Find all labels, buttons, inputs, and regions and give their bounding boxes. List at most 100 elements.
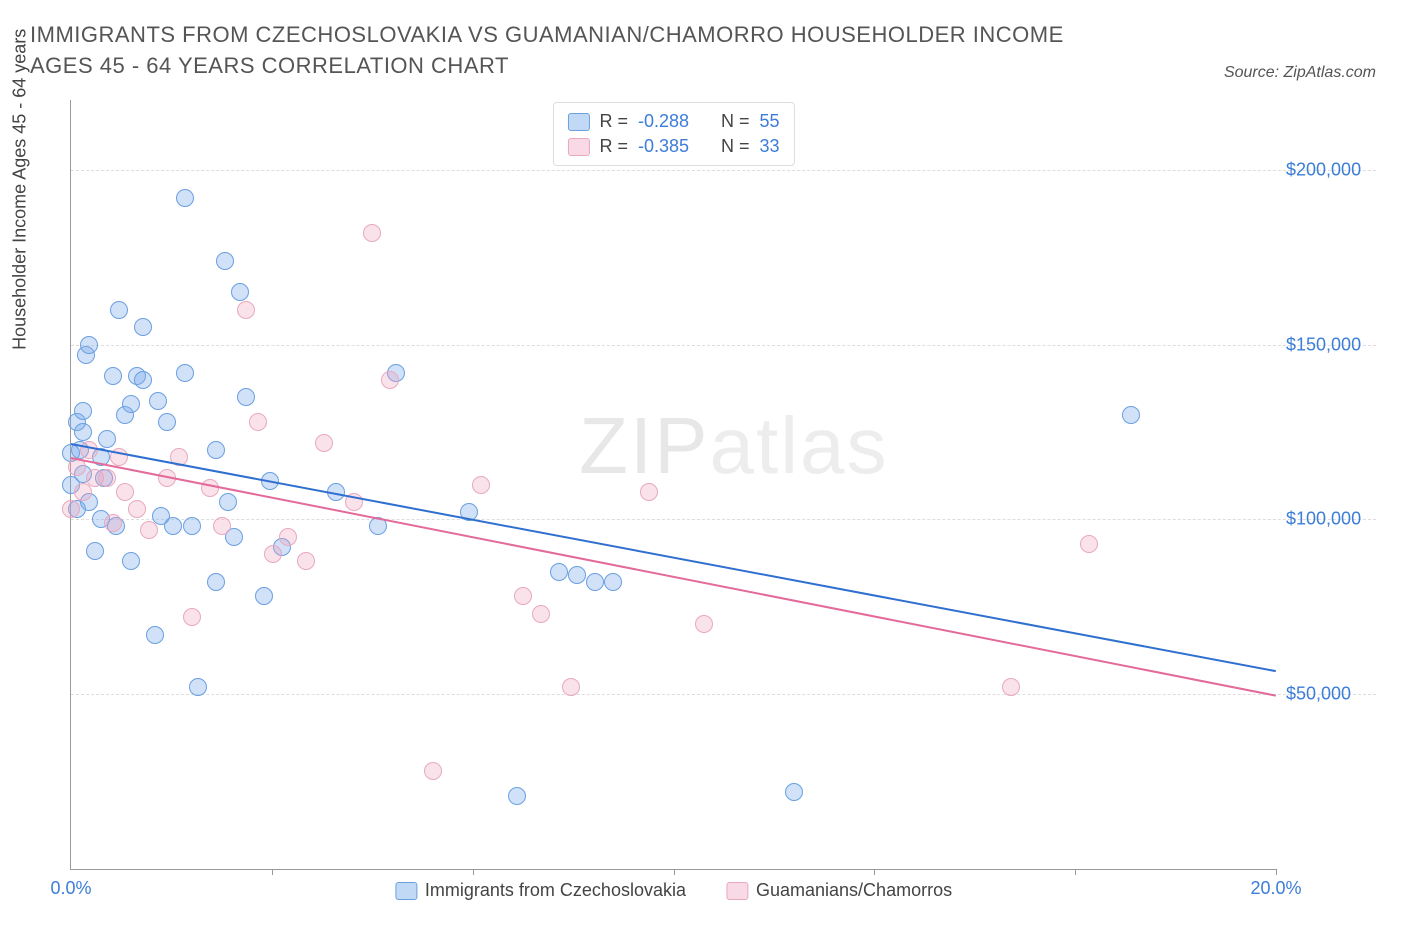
gridline-h xyxy=(71,694,1376,695)
gridline-h xyxy=(71,170,1376,171)
data-point xyxy=(255,587,273,605)
data-point xyxy=(134,371,152,389)
x-tick-mark xyxy=(874,869,875,875)
data-point xyxy=(207,573,225,591)
data-point xyxy=(140,521,158,539)
data-point xyxy=(695,615,713,633)
data-point xyxy=(381,371,399,389)
data-point xyxy=(1080,535,1098,553)
chart-title: IMMIGRANTS FROM CZECHOSLOVAKIA VS GUAMAN… xyxy=(30,20,1130,82)
data-point xyxy=(74,483,92,501)
data-point xyxy=(164,517,182,535)
data-point xyxy=(785,783,803,801)
legend-stat-row: R = -0.288N = 55 xyxy=(567,109,779,134)
data-point xyxy=(128,500,146,518)
gridline-h xyxy=(71,345,1376,346)
legend-stat-row: R = -0.385 N = 33 xyxy=(567,134,779,159)
r-label: R = xyxy=(599,111,628,132)
data-point xyxy=(508,787,526,805)
data-point xyxy=(424,762,442,780)
n-value: 33 xyxy=(760,136,780,157)
gridline-h xyxy=(71,519,1376,520)
r-value: -0.288 xyxy=(638,111,689,132)
r-label: R = xyxy=(599,136,628,157)
data-point xyxy=(74,402,92,420)
trend-line xyxy=(71,457,1276,697)
legend-series-item: Immigrants from Czechoslovakia xyxy=(395,880,686,901)
legend-series-item: Guamanians/Chamorros xyxy=(726,880,952,901)
data-point xyxy=(183,608,201,626)
watermark-part2: atlas xyxy=(709,401,888,490)
x-tick-mark xyxy=(272,869,273,875)
data-point xyxy=(86,542,104,560)
watermark: ZIPatlas xyxy=(579,400,888,492)
y-axis-label: Householder Income Ages 45 - 64 years xyxy=(10,29,31,350)
data-point xyxy=(176,189,194,207)
legend-swatch xyxy=(567,138,589,156)
data-point xyxy=(315,434,333,452)
data-point xyxy=(264,545,282,563)
data-point xyxy=(216,252,234,270)
data-point xyxy=(104,367,122,385)
data-point xyxy=(207,441,225,459)
n-label: N = xyxy=(721,136,750,157)
data-point xyxy=(550,563,568,581)
data-point xyxy=(219,493,237,511)
legend-swatch xyxy=(726,882,748,900)
data-point xyxy=(98,469,116,487)
data-point xyxy=(176,364,194,382)
data-point xyxy=(586,573,604,591)
data-point xyxy=(562,678,580,696)
data-point xyxy=(213,517,231,535)
source-attribution: Source: ZipAtlas.com xyxy=(1224,64,1376,82)
data-point xyxy=(201,479,219,497)
x-tick-mark xyxy=(1075,869,1076,875)
data-point xyxy=(189,678,207,696)
trend-line xyxy=(71,443,1276,672)
data-point xyxy=(80,336,98,354)
legend-swatch xyxy=(395,882,417,900)
data-point xyxy=(231,283,249,301)
data-point xyxy=(640,483,658,501)
source-name: ZipAtlas.com xyxy=(1284,64,1376,81)
x-tick-label: 0.0% xyxy=(50,878,91,899)
data-point xyxy=(568,566,586,584)
data-point xyxy=(604,573,622,591)
y-tick-label: $150,000 xyxy=(1286,334,1376,355)
watermark-part1: ZIP xyxy=(579,401,709,490)
data-point xyxy=(122,395,140,413)
x-tick-mark xyxy=(674,869,675,875)
data-point xyxy=(237,388,255,406)
data-point xyxy=(158,413,176,431)
data-point xyxy=(472,476,490,494)
data-point xyxy=(1002,678,1020,696)
legend-stats: R = -0.288N = 55R = -0.385 N = 33 xyxy=(552,102,794,166)
data-point xyxy=(62,500,80,518)
source-prefix: Source: xyxy=(1224,64,1284,81)
data-point xyxy=(297,552,315,570)
x-tick-mark xyxy=(1276,869,1277,875)
data-point xyxy=(279,528,297,546)
data-point xyxy=(134,318,152,336)
r-value: -0.385 xyxy=(638,136,689,157)
data-point xyxy=(98,430,116,448)
chart-header: IMMIGRANTS FROM CZECHOSLOVAKIA VS GUAMAN… xyxy=(0,0,1406,92)
data-point xyxy=(183,517,201,535)
y-tick-label: $100,000 xyxy=(1286,509,1376,530)
data-point xyxy=(116,483,134,501)
chart-area: Householder Income Ages 45 - 64 years ZI… xyxy=(30,90,1386,910)
data-point xyxy=(146,626,164,644)
data-point xyxy=(514,587,532,605)
data-point xyxy=(110,301,128,319)
data-point xyxy=(104,514,122,532)
plot-region: ZIPatlas R = -0.288N = 55R = -0.385 N = 3… xyxy=(70,100,1276,870)
data-point xyxy=(249,413,267,431)
data-point xyxy=(149,392,167,410)
y-tick-label: $50,000 xyxy=(1286,684,1376,705)
data-point xyxy=(74,423,92,441)
legend-series: Immigrants from Czechoslovakia Guamanians… xyxy=(395,880,952,901)
data-point xyxy=(122,552,140,570)
legend-swatch xyxy=(567,113,589,131)
x-tick-label: 20.0% xyxy=(1250,878,1301,899)
x-tick-mark xyxy=(473,869,474,875)
